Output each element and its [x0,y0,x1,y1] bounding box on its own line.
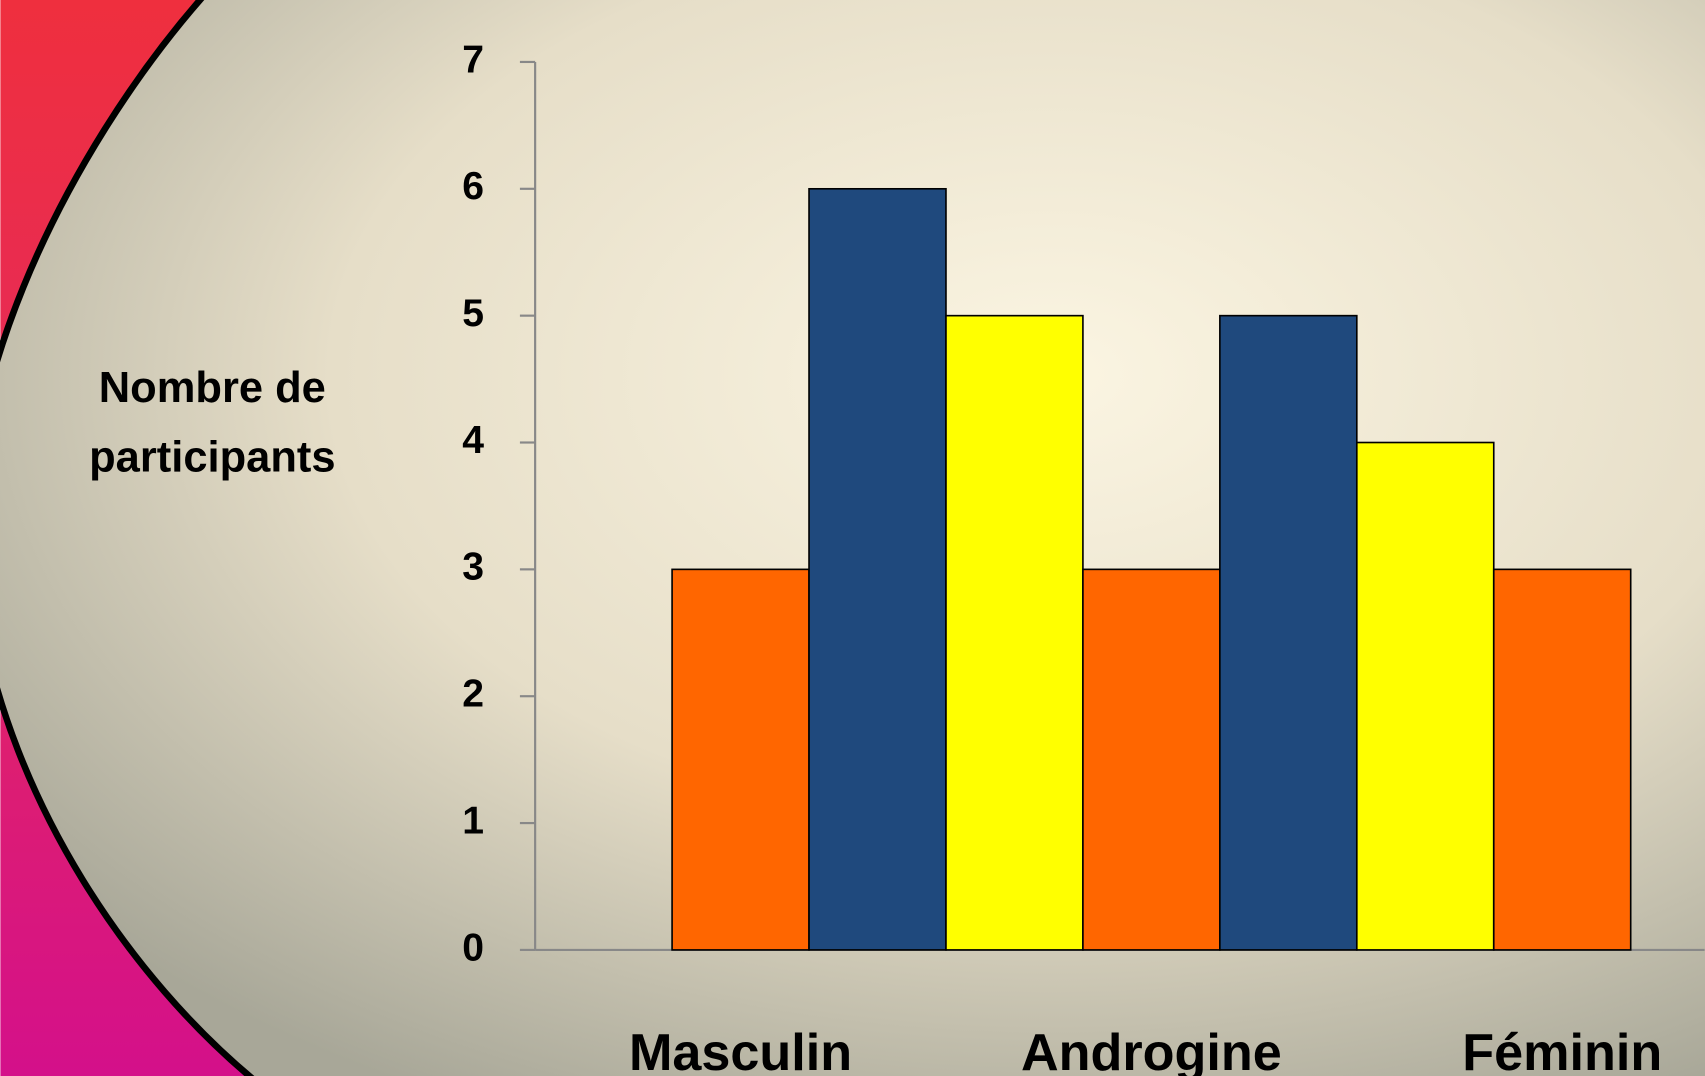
y-tick-label: 7 [462,38,484,81]
x-tick-label: Masculin [629,1024,852,1076]
y-tick-label: 6 [462,165,484,208]
y-tick-label: 4 [462,419,484,462]
y-label-box: Nombre de participants [89,364,336,482]
x-tick-label: Féminin [1462,1024,1662,1076]
y-axis-label: Nombre de participants [89,364,336,482]
bar [1082,568,1221,951]
y-tick-label: 1 [462,799,484,842]
bar [1492,568,1632,951]
bar [1219,314,1358,951]
y-tick-label: 2 [462,673,484,716]
y-tick-label: 3 [462,546,484,589]
y-tick-label: 5 [462,292,484,335]
bar [671,568,810,951]
x-tick-label: Androgine [1021,1024,1282,1076]
bar [1355,441,1495,951]
bar [945,314,1084,951]
bar [808,187,947,951]
y-tick-label: 0 [462,926,484,969]
